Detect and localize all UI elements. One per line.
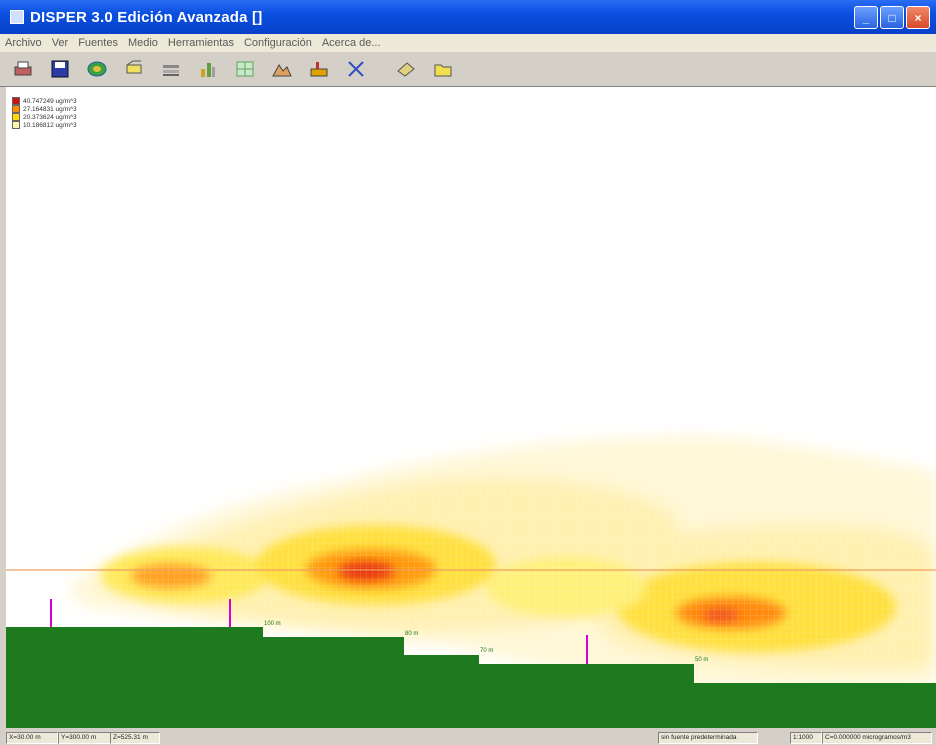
- status-bar: X=30.00 m Y=300.00 m Z=525.31 m sin fuen…: [0, 729, 936, 745]
- title-bar[interactable]: DISPER 3.0 Edición Avanzada [] _ □ ×: [0, 0, 936, 34]
- folder-icon[interactable]: [429, 55, 457, 83]
- legend-swatch: [12, 105, 20, 113]
- menu-archivo[interactable]: Archivo: [5, 37, 42, 49]
- plume-canvas[interactable]: 100 m 80 m 70 m 50 m 40.747249 ug/m^3 27…: [6, 87, 936, 728]
- printer-icon[interactable]: [9, 55, 37, 83]
- legend-swatch: [12, 97, 20, 105]
- terrain-label-4: 50 m: [695, 657, 708, 663]
- status-y: Y=300.00 m: [58, 732, 112, 744]
- status-source: sin fuente predeterminada: [658, 732, 758, 744]
- menu-medio[interactable]: Medio: [127, 37, 158, 49]
- toolbar: [0, 52, 936, 87]
- terrain-label-1: 100 m: [264, 621, 281, 627]
- legend-entry: 40.747249 ug/m^3: [12, 97, 77, 105]
- legend-entry: 27.164831 ug/m^3: [12, 105, 77, 113]
- terrain-icon[interactable]: [268, 55, 296, 83]
- window-controls: _ □ ×: [854, 6, 930, 29]
- menu-ver[interactable]: Ver: [51, 37, 69, 49]
- close-button[interactable]: ×: [906, 6, 930, 29]
- legend-swatch: [12, 113, 20, 121]
- layers-icon[interactable]: [157, 55, 185, 83]
- terrain: [6, 627, 936, 728]
- save-disk-icon[interactable]: [46, 55, 74, 83]
- pointer-icon[interactable]: [392, 55, 420, 83]
- terrain-label-3: 70 m: [480, 648, 493, 654]
- menu-fuentes[interactable]: Fuentes: [78, 37, 118, 49]
- legend-label: 10.186812 ug/m^3: [23, 121, 77, 129]
- plume-drawing: 100 m 80 m 70 m 50 m: [6, 417, 936, 728]
- menu-bar: Archivo Ver Fuentes Medio Herramientas C…: [0, 34, 936, 52]
- minimize-button[interactable]: _: [854, 6, 878, 29]
- cross-icon[interactable]: [342, 55, 370, 83]
- grid-icon[interactable]: [231, 55, 259, 83]
- legend-label: 20.373624 ug/m^3: [23, 113, 77, 121]
- globe-icon[interactable]: [83, 55, 111, 83]
- app-icon: [10, 10, 24, 24]
- status-z: Z=525.31 m: [110, 732, 160, 744]
- chart-icon[interactable]: [194, 55, 222, 83]
- window-title: DISPER 3.0 Edición Avanzada []: [30, 8, 263, 26]
- factory-icon[interactable]: [305, 55, 333, 83]
- status-x: X=30.00 m: [6, 732, 58, 744]
- terrain-label-2: 80 m: [405, 631, 418, 637]
- legend-swatch: [12, 121, 20, 129]
- status-scale: 1:1000: [790, 732, 822, 744]
- stack-icon[interactable]: [120, 55, 148, 83]
- legend-label: 40.747249 ug/m^3: [23, 97, 77, 105]
- menu-acerca-de[interactable]: Acerca de...: [321, 37, 381, 49]
- maximize-button[interactable]: □: [880, 6, 904, 29]
- menu-herramientas[interactable]: Herramientas: [167, 37, 234, 49]
- menu-configuracion[interactable]: Configuración: [243, 37, 312, 49]
- legend-label: 27.164831 ug/m^3: [23, 105, 77, 113]
- concentration-legend: 40.747249 ug/m^3 27.164831 ug/m^3 20.373…: [12, 97, 77, 129]
- legend-entry: 10.186812 ug/m^3: [12, 121, 77, 129]
- status-concentration: C=0.000000 microgramos/m3: [822, 732, 932, 744]
- legend-entry: 20.373624 ug/m^3: [12, 113, 77, 121]
